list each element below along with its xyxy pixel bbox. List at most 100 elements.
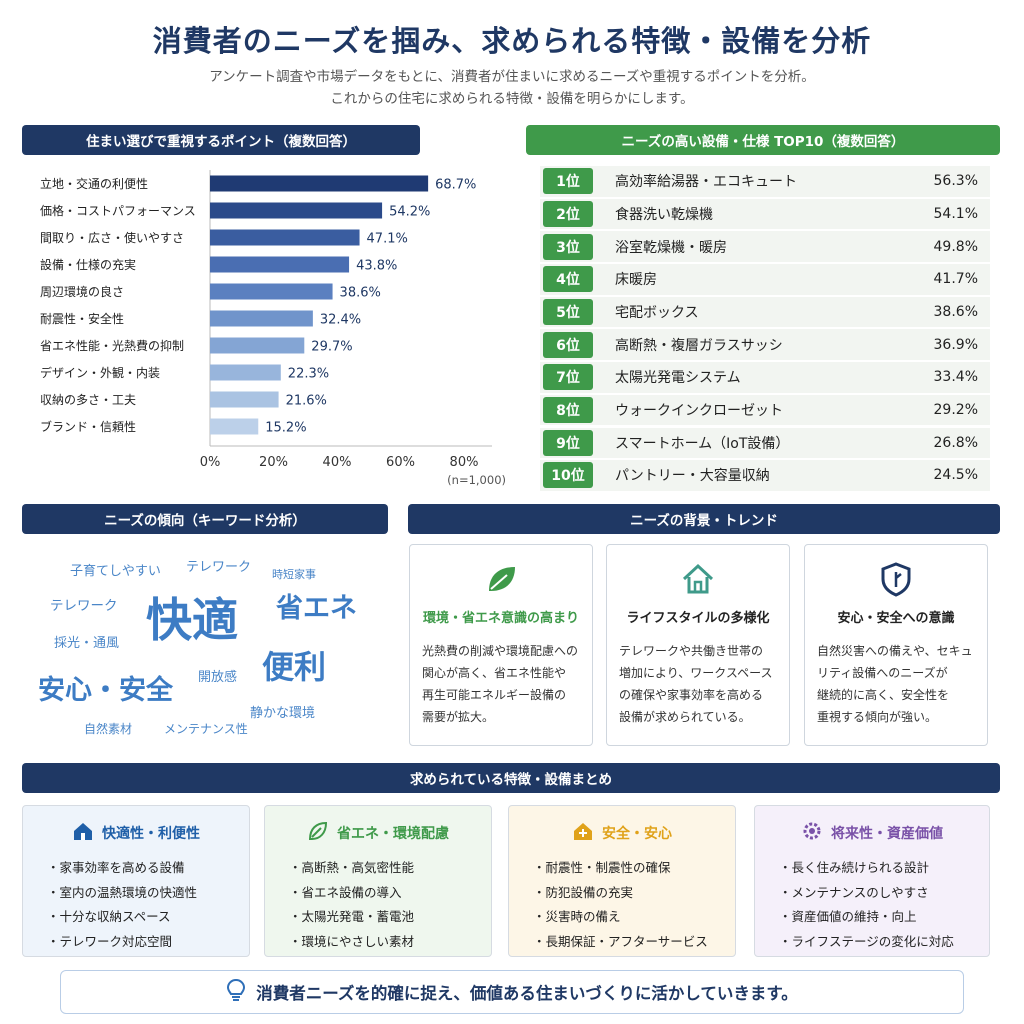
- category-label: ブランド・信頼性: [40, 419, 136, 434]
- summary-item: 室内の温熱環境の快適性: [47, 881, 249, 906]
- keyword-word: 快適: [146, 593, 238, 647]
- trend-title: ライフスタイルの多様化: [626, 611, 770, 626]
- ranking-row: 9位 スマートホーム（IoT設備） 26.8%: [540, 427, 990, 458]
- bar-value-label: 54.2%: [389, 205, 430, 220]
- lightbulb-icon: [226, 978, 246, 1006]
- sample-size-note: (n=1,000): [447, 473, 506, 487]
- leaf-icon: [410, 559, 592, 599]
- summary-item: 省エネ設備の導入: [289, 881, 491, 906]
- trend-text: 自然災害への備えや、セキュ: [817, 644, 973, 658]
- summary-item: メンテナンスのしやすさ: [779, 881, 989, 906]
- bar: [210, 391, 279, 408]
- gear-icon: [801, 820, 823, 846]
- ranking-row: 4位 床暖房 41.7%: [540, 264, 990, 295]
- footer-message: 消費者ニーズを的確に捉え、価値ある住まいづくりに活かしていきます。: [256, 984, 798, 1003]
- rank-item-value: 38.6%: [933, 304, 978, 320]
- x-tick-label: 20%: [259, 455, 288, 470]
- x-tick-label: 80%: [450, 455, 479, 470]
- rank-item-value: 29.2%: [933, 402, 978, 419]
- bar: [210, 337, 305, 354]
- keyword-word: 採光・通風: [54, 636, 120, 651]
- category-label: 価格・コストパフォーマンス: [40, 203, 196, 218]
- bar-value-label: 29.7%: [311, 340, 352, 355]
- keyword-word: 静かな環境: [250, 706, 316, 721]
- rank-badge: 8位: [543, 397, 593, 424]
- trend-text: リティ設備へのニーズが: [817, 666, 948, 680]
- summary-title: 安全・安心: [602, 826, 672, 842]
- ranking-row: 5位 宅配ボックス 38.6%: [540, 296, 990, 328]
- rank-item-name: 食器洗い乾燥機: [615, 206, 713, 223]
- ranking-row: 10位 パントリー・大容量収納 24.5%: [540, 460, 990, 491]
- ranking-row: 3位 浴室乾燥機・暖房 49.8%: [540, 231, 990, 262]
- keyword-word: 省エネ: [276, 593, 357, 624]
- rank-badge: 2位: [543, 200, 593, 227]
- bar-value-label: 38.6%: [340, 286, 381, 301]
- bar-value-label: 21.6%: [286, 394, 327, 409]
- trend-card-safety: 安心・安全への意識 自然災害への備えや、セキュ リティ設備へのニーズが 継続的に…: [804, 544, 988, 746]
- trend-text: 継続的に高く、安全性を: [817, 688, 950, 702]
- summary-item: 長く住み続けられる設計: [779, 856, 989, 881]
- summary-item: 災害時の備え: [533, 905, 735, 930]
- summary-card-comfort: 快適性・利便性 家事効率を高める設備 室内の温熱環境の快適性 十分な収納スペース…: [22, 805, 250, 957]
- category-label: 周辺環境の良さ: [40, 284, 124, 299]
- leaf-icon: [307, 820, 329, 846]
- rank-item-value: 56.3%: [933, 173, 978, 190]
- bar-value-label: 15.2%: [265, 421, 306, 436]
- rank-item-name: 高断熱・複層ガラスサッシ: [615, 337, 783, 354]
- summary-item: 家事効率を高める設備: [47, 856, 249, 881]
- home-icon: [72, 820, 94, 846]
- x-tick-label: 40%: [323, 455, 352, 470]
- summary-item: 環境にやさしい素材: [289, 930, 491, 955]
- bar: [210, 229, 360, 246]
- category-label: 耐震性・安全性: [40, 311, 124, 326]
- rank-item-value: 36.9%: [933, 336, 978, 353]
- summary-title: 将来性・資産価値: [831, 826, 943, 842]
- rank-badge: 3位: [543, 233, 593, 260]
- bar-value-label: 68.7%: [435, 178, 476, 193]
- bar-chart-section-title: 住まい選びで重視するポイント（複数回答）: [22, 125, 420, 155]
- keyword-word: 時短家事: [272, 568, 316, 581]
- category-label: 省エネ性能・光熱費の抑制: [40, 338, 184, 353]
- trend-text: 需要が拡大。: [422, 710, 495, 724]
- page-subtitle: アンケート調査や市場データをもとに、消費者が住まいに求めるニーズや重視するポイン…: [0, 66, 1024, 110]
- rank-badge: 1位: [543, 168, 593, 195]
- x-tick-label: 60%: [386, 455, 415, 470]
- x-tick-label: 0%: [200, 455, 221, 470]
- summary-item: 防犯設備の充実: [533, 881, 735, 906]
- bar: [210, 364, 281, 381]
- rank-badge: 9位: [543, 429, 593, 456]
- bar: [210, 310, 313, 327]
- keyword-word: 便利: [262, 648, 327, 686]
- trend-text: 関心が高く、省エネ性能や: [422, 666, 567, 680]
- subtitle-line-1: アンケート調査や市場データをもとに、消費者が住まいに求めるニーズや重視するポイン…: [209, 69, 815, 85]
- bar: [210, 175, 429, 192]
- importance-bar-chart: 立地・交通の利便性 68.7% 価格・コストパフォーマンス 54.2% 間取り・広さ・使…: [40, 170, 506, 487]
- rank-item-value: 26.8%: [933, 434, 978, 451]
- rank-item-name: スマートホーム（IoT設備）: [615, 435, 790, 452]
- keyword-word: 安心・安全: [38, 675, 173, 706]
- rank-item-value: 24.5%: [933, 467, 978, 484]
- shield-icon: [805, 559, 987, 599]
- ranking-row: 2位 食器洗い乾燥機 54.1%: [540, 198, 990, 230]
- summary-title: 省エネ・環境配慮: [337, 826, 449, 842]
- trend-text: 増加により、ワークスペース: [619, 666, 773, 680]
- bar-value-label: 47.1%: [367, 232, 408, 247]
- rank-item-name: 高効率給湯器・エコキュート: [615, 174, 797, 191]
- safety-house-icon: [572, 820, 594, 846]
- rank-item-value: 54.1%: [933, 205, 978, 222]
- rank-badge: 7位: [543, 364, 593, 391]
- bar: [210, 418, 259, 435]
- subtitle-line-2: これからの住宅に求められる特徴・設備を明らかにします。: [330, 91, 694, 107]
- page-title: 消費者のニーズを掴み、求められる特徴・設備を分析: [152, 24, 872, 58]
- ranking-row: 6位 高断熱・複層ガラスサッシ 36.9%: [540, 329, 990, 360]
- summary-card-eco: 省エネ・環境配慮 高断熱・高気密性能 省エネ設備の導入 太陽光発電・蓄電池 環境…: [264, 805, 492, 957]
- keyword-section-title: ニーズの傾向（キーワード分析）: [22, 504, 388, 534]
- bar-value-label: 32.4%: [320, 313, 361, 328]
- summary-item: 高断熱・高気密性能: [289, 856, 491, 881]
- house-icon: [607, 559, 789, 599]
- rank-item-name: 太陽光発電システム: [615, 370, 741, 387]
- category-label: 収納の多さ・工夫: [40, 393, 136, 407]
- rank-item-value: 41.7%: [933, 271, 978, 288]
- trend-title: 安心・安全への意識: [837, 611, 955, 626]
- keyword-word: テレワーク: [50, 598, 118, 614]
